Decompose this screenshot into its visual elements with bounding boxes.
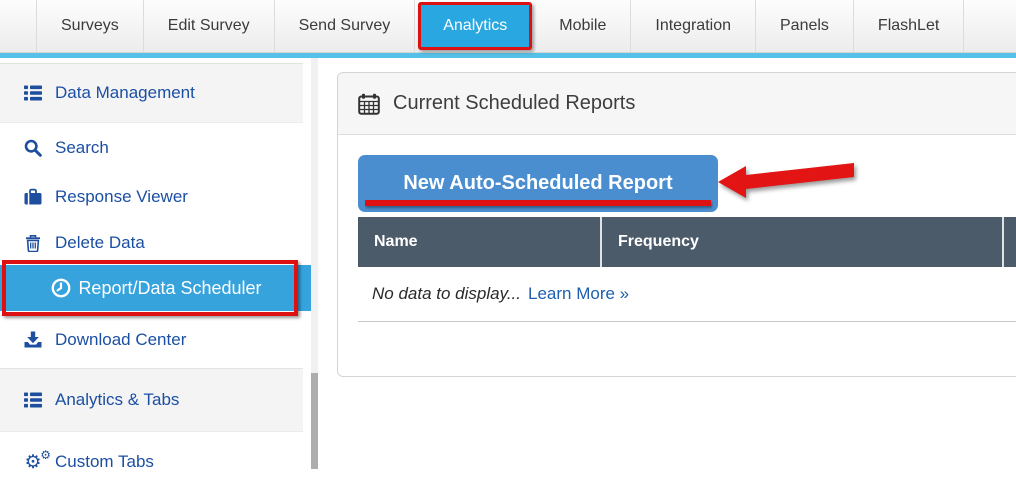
scheduled-reports-table: Name Frequency No data to display... Lea… (358, 217, 1016, 322)
nav-tab-edit-survey[interactable]: Edit Survey (144, 0, 275, 52)
learn-more-link[interactable]: Learn More » (528, 284, 629, 304)
sidebar-item-report-data-scheduler[interactable]: Report/Data Scheduler (0, 265, 313, 311)
nav-tab-analytics[interactable]: Analytics (418, 2, 532, 50)
nav-tab-flashlet[interactable]: FlashLet (854, 0, 964, 52)
new-report-button-label: New Auto-Scheduled Report (403, 172, 672, 195)
list-icon (22, 392, 44, 408)
panel-header: Current Scheduled Reports (338, 73, 1016, 135)
column-header-extra (1002, 217, 1016, 267)
column-header-name: Name (358, 217, 600, 267)
download-icon (22, 331, 44, 348)
sidebar-item-label: Report/Data Scheduler (78, 278, 261, 299)
sidebar-item-delete-data[interactable]: Delete Data (0, 221, 303, 265)
sidebar-item-search[interactable]: Search (0, 123, 303, 172)
table-header-row: Name Frequency (358, 217, 1016, 267)
sidebar-item-label: Analytics & Tabs (55, 390, 179, 410)
red-arrow-annotation (716, 158, 856, 209)
sidebar: Data Management Search Response Viewer D… (0, 58, 318, 469)
table-empty-row: No data to display... Learn More » (358, 267, 1016, 322)
nav-tab-panels[interactable]: Panels (756, 0, 854, 52)
sidebar-item-label: Custom Tabs (55, 452, 154, 472)
nav-tab-surveys[interactable]: Surveys (36, 0, 144, 52)
sidebar-item-download-center[interactable]: Download Center (0, 311, 303, 368)
sidebar-item-label: Response Viewer (55, 187, 188, 207)
sidebar-item-label: Data Management (55, 83, 195, 103)
top-navigation: Surveys Edit Survey Send Survey Analytic… (0, 0, 1016, 53)
sidebar-item-data-management[interactable]: Data Management (0, 63, 303, 123)
calendar-icon (358, 93, 380, 115)
trash-icon (22, 234, 44, 252)
panel-body: New Auto-Scheduled Report Name Frequency… (338, 135, 1016, 322)
search-icon (22, 139, 44, 157)
nav-tab-mobile[interactable]: Mobile (535, 0, 631, 52)
sidebar-item-label: Delete Data (55, 233, 145, 253)
nav-tab-send-survey[interactable]: Send Survey (275, 0, 416, 52)
no-data-text: No data to display... (372, 284, 521, 304)
sidebar-item-label: Download Center (55, 330, 186, 350)
column-header-frequency: Frequency (600, 217, 1002, 267)
new-auto-scheduled-report-button[interactable]: New Auto-Scheduled Report (358, 155, 718, 212)
sidebar-item-analytics-and-tabs[interactable]: Analytics & Tabs (0, 368, 303, 432)
sidebar-item-custom-tabs[interactable]: ⚙⚙ Custom Tabs (0, 432, 303, 492)
panel-title: Current Scheduled Reports (393, 92, 635, 115)
sidebar-item-response-viewer[interactable]: Response Viewer (0, 172, 303, 221)
sidebar-item-label: Search (55, 138, 109, 158)
sidebar-scrollbar-thumb[interactable] (311, 373, 318, 469)
clock-icon (51, 278, 71, 298)
sidebar-scrollbar-track[interactable] (311, 58, 318, 469)
red-underline-annotation (365, 200, 711, 206)
briefcase-icon (22, 188, 44, 205)
list-icon (22, 85, 44, 101)
scheduled-reports-panel: Current Scheduled Reports New Auto-Sched… (337, 72, 1016, 377)
nav-tab-integration[interactable]: Integration (631, 0, 756, 52)
